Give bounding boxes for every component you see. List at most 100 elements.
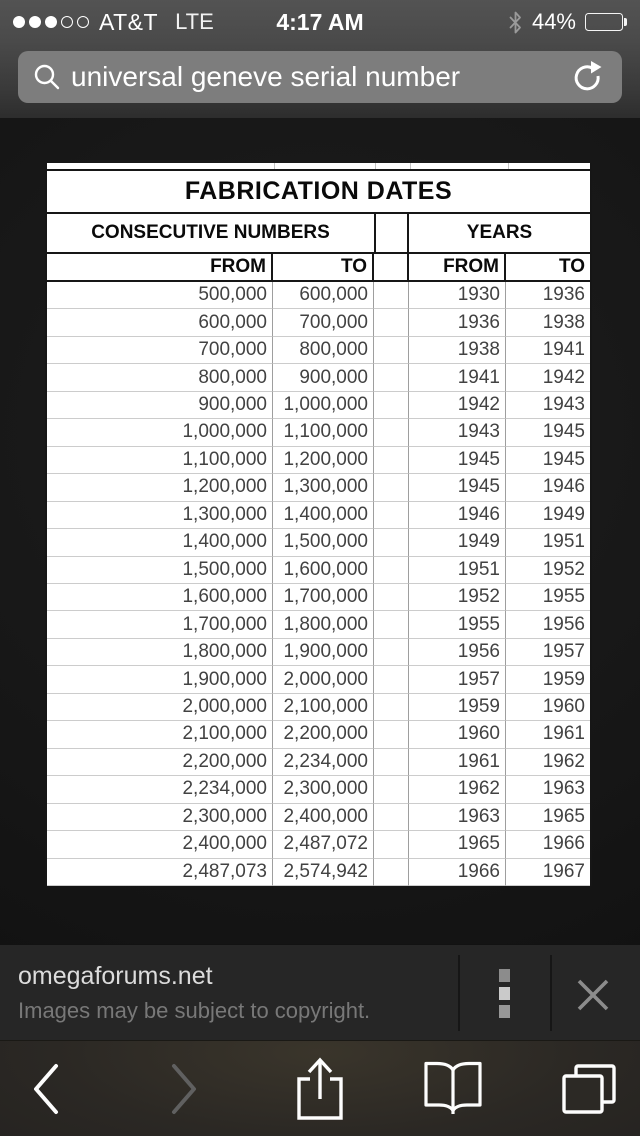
browser-toolbar — [0, 1040, 640, 1136]
table-gap-cell — [374, 474, 409, 502]
table-cell: 1943 — [506, 392, 590, 420]
table-cell: 1,400,000 — [47, 529, 273, 557]
table-gap-cell — [374, 336, 409, 365]
search-input[interactable]: universal geneve serial number — [18, 51, 622, 103]
table-gap-column — [374, 254, 409, 280]
table-cell: 1963 — [409, 803, 506, 832]
table-gap-cell — [374, 309, 409, 337]
table-cell: 1949 — [506, 502, 590, 530]
copyright-note: Images may be subject to copyright. — [18, 998, 371, 1023]
bluetooth-icon — [508, 11, 523, 34]
battery-icon — [585, 13, 627, 31]
group-header-years: YEARS — [466, 222, 533, 243]
table-cell: 1936 — [506, 282, 590, 310]
table-cell: 1957 — [409, 666, 506, 694]
divider — [458, 955, 460, 1031]
table-cell: 1963 — [506, 776, 590, 804]
table-row: 1,300,000 1,400,000 1946 1949 — [47, 501, 590, 530]
table-gap-cell — [374, 282, 409, 310]
signal-dot — [61, 16, 73, 28]
image-viewer: FABRICATION DATES CONSECUTIVE NUMBERS YE… — [0, 118, 640, 944]
table-cell: 1,000,000 — [273, 391, 374, 420]
table-cell: 2,100,000 — [47, 721, 273, 749]
tabs-icon[interactable] — [558, 1059, 620, 1119]
table-row: 2,300,000 2,400,000 1963 1965 — [47, 803, 590, 832]
reload-button[interactable] — [566, 51, 610, 103]
forward-button[interactable] — [162, 1061, 208, 1117]
table-gap-cell — [374, 611, 409, 639]
table-cell: 1955 — [506, 584, 590, 612]
table-cell: 2,574,942 — [273, 858, 374, 886]
table-group-header: CONSECUTIVE NUMBERS YEARS — [47, 214, 590, 254]
table-cell: 700,000 — [273, 309, 374, 337]
table-row: 1,500,000 1,600,000 1951 1952 — [47, 556, 590, 584]
table-row: 800,000 900,000 1941 1942 — [47, 364, 590, 392]
table-gap-cell — [374, 776, 409, 804]
table-cell: 1941 — [506, 337, 590, 365]
table-top-strip — [47, 163, 590, 171]
carrier-label: AT&T — [99, 8, 159, 35]
table-gap-cell — [374, 638, 409, 667]
table-row: 900,000 1,000,000 1942 1943 — [47, 391, 590, 420]
table-gap-cell — [374, 391, 409, 420]
network-type-label: LTE — [175, 9, 214, 34]
table-cell: 900,000 — [273, 364, 374, 392]
signal-dot — [29, 16, 41, 28]
table-cell: 1949 — [409, 529, 506, 557]
close-icon[interactable] — [569, 971, 617, 1019]
table-cell: 1,200,000 — [273, 446, 374, 475]
divider — [550, 955, 552, 1031]
table-gap-cell — [374, 748, 409, 777]
table-cell: 800,000 — [273, 336, 374, 365]
table-cell: 800,000 — [47, 364, 273, 392]
table-cell: 700,000 — [47, 336, 273, 365]
table-gap-cell — [374, 364, 409, 392]
table-row: 1,100,000 1,200,000 1945 1945 — [47, 446, 590, 475]
bookmarks-icon[interactable] — [418, 1057, 488, 1121]
image-info-bar: omegaforums.net Images may be subject to… — [0, 944, 640, 1040]
menu-dots-icon[interactable] — [480, 957, 528, 1029]
table-cell: 1,900,000 — [47, 666, 273, 694]
table-gap-cell — [374, 583, 409, 612]
table-cell: 1943 — [409, 419, 506, 447]
source-site-link[interactable]: omegaforums.net — [18, 962, 213, 990]
back-button[interactable] — [22, 1061, 68, 1117]
table-cell: 1,500,000 — [47, 556, 273, 584]
share-icon[interactable] — [290, 1053, 350, 1125]
table-cell: 2,400,000 — [273, 803, 374, 832]
table-cell: 1967 — [506, 859, 590, 886]
table-row: 1,600,000 1,700,000 1952 1955 — [47, 583, 590, 612]
table-cell: 1,100,000 — [273, 419, 374, 447]
table-title: FABRICATION DATES — [47, 171, 590, 214]
table-cell: 2,200,000 — [273, 721, 374, 749]
table-cell: 1960 — [409, 721, 506, 749]
signal-dot — [13, 16, 25, 28]
browser-header: AT&T LTE 4:17 AM 44% universal geneve se… — [0, 0, 640, 118]
table-gap-cell — [374, 721, 409, 749]
table-cell: 2,400,000 — [47, 831, 273, 859]
table-gap-cell — [374, 556, 409, 584]
table-gap-cell — [374, 831, 409, 859]
table-row: 2,400,000 2,487,072 1965 1966 — [47, 831, 590, 859]
table-gap-column — [374, 214, 409, 252]
table-cell: 2,234,000 — [47, 776, 273, 804]
table-cell: 1,400,000 — [273, 501, 374, 530]
table-cell: 1938 — [409, 336, 506, 365]
table-cell: 1,100,000 — [47, 446, 273, 475]
table-cell: 1,200,000 — [47, 474, 273, 502]
table-gap-cell — [374, 446, 409, 475]
table-row: 500,000 600,000 1930 1936 — [47, 282, 590, 310]
result-image[interactable]: FABRICATION DATES CONSECUTIVE NUMBERS YE… — [45, 163, 592, 886]
table-cell: 1,300,000 — [273, 474, 374, 502]
table-cell: 1,600,000 — [47, 583, 273, 612]
table-cell: 1946 — [506, 474, 590, 502]
table-gap-cell — [374, 501, 409, 530]
table-cell: 1952 — [506, 557, 590, 584]
table-row: 1,900,000 2,000,000 1957 1959 — [47, 666, 590, 694]
table-cell: 1,700,000 — [47, 611, 273, 639]
table-cell: 600,000 — [47, 309, 273, 337]
battery-percent-label: 44% — [531, 9, 576, 34]
table-body: 500,000 600,000 1930 1936 600,000 700,000 1936… — [47, 282, 590, 886]
table-cell: 1,700,000 — [273, 583, 374, 612]
table-cell: 1942 — [409, 391, 506, 420]
